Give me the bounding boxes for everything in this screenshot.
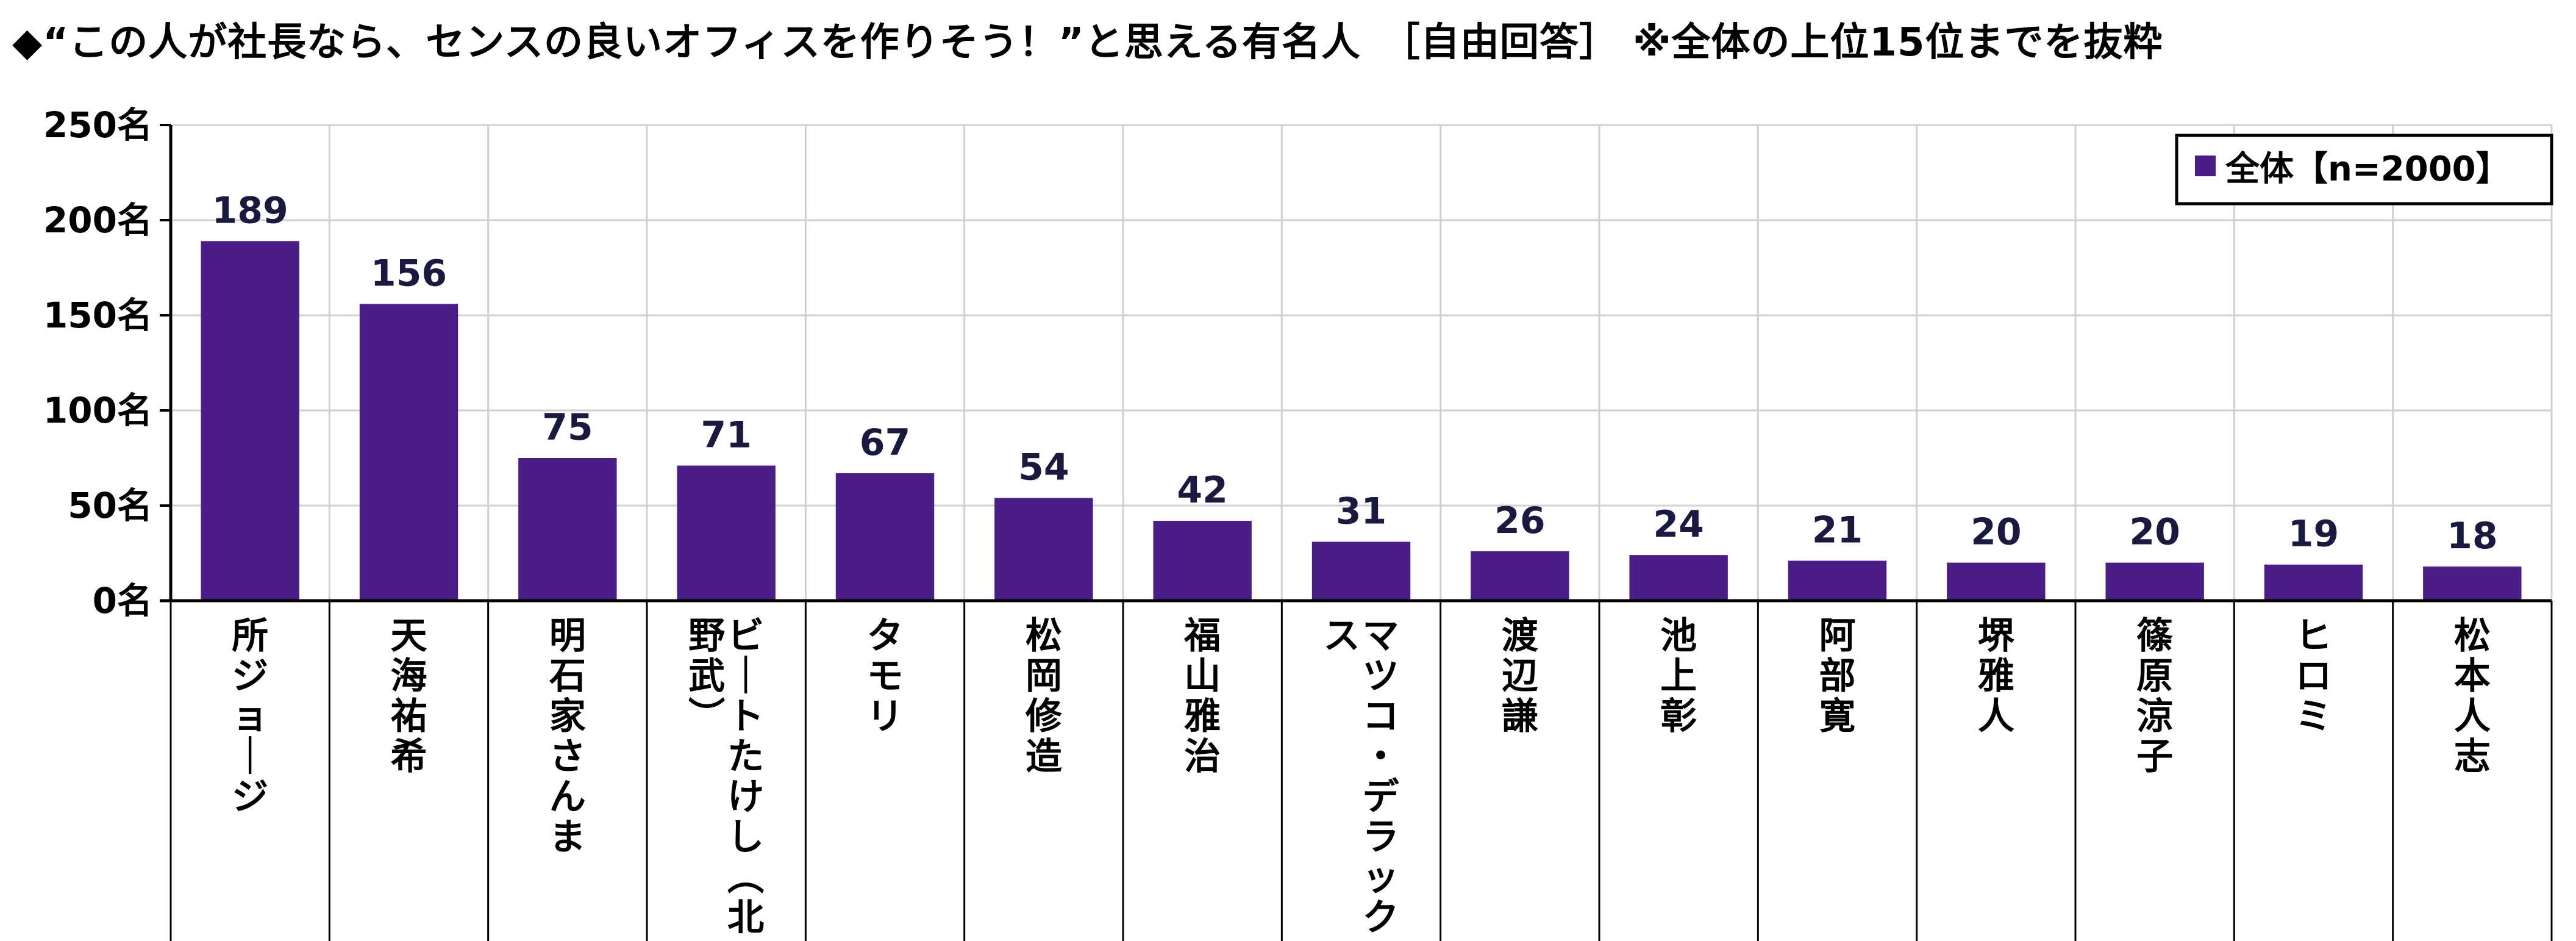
x-category-label: 福山雅治 [1183,615,1221,778]
bar [201,241,299,601]
data-label: 19 [2288,513,2339,556]
data-label: 20 [1971,511,2022,554]
data-label: 75 [542,406,593,449]
x-category-label: 天海祐希 [391,615,427,778]
x-category-label: 堺雅人 [1978,615,2015,738]
x-category-label: 明石家さんま [549,615,586,859]
data-label: 54 [1018,446,1069,489]
bar [518,458,617,601]
data-labels: 189 156 75 71 67 54 42 31 26 24 21 20 20 19 18 [212,189,2498,557]
data-label: 21 [1812,509,1863,551]
bar [2105,562,2204,601]
bar [1153,520,1252,601]
x-axis-categories: 所ジョ｜ジ 天海祐希 明石家さんま ビ｜トたけし︵北野武︶ タモリ 松岡修造 福山雅治 マツコ… [232,615,2491,939]
bar [1471,551,1569,601]
y-tick-label: 250名 [43,104,152,146]
chart-title: ◆“この人が社長なら、センスの良いオフィスを作りそう！”と思える有名人 ［自由回… [12,20,2163,65]
legend-label: 全体【n=2000】 [2225,149,2510,189]
bars [201,241,2522,601]
data-label: 24 [1653,503,1704,546]
x-category-label: 松本人志 [2454,615,2491,778]
bar [994,498,1093,601]
bar [1947,562,2046,601]
legend: 全体【n=2000】 [2175,134,2553,206]
y-tick-label: 50名 [68,485,152,526]
bar [677,465,776,601]
x-category-label: マツコ・デラックス [1324,615,1400,939]
y-tick-label: 200名 [43,199,152,241]
bar [1311,542,1411,601]
legend-swatch [2195,156,2216,176]
data-label: 26 [1494,499,1546,542]
x-category-label: 池上彰 [1660,615,1697,738]
legend-box [2175,134,2553,206]
data-label: 71 [701,413,752,456]
x-category-label: 渡辺謙 [1502,615,1538,738]
x-category-label: 所ジョ｜ジ [232,615,268,818]
bar [1629,555,1728,601]
x-category-label: ヒロミ [2296,615,2332,738]
x-category-label: 松岡修造 [1026,615,1063,778]
data-label: 31 [1336,490,1387,532]
data-label: 156 [371,252,447,295]
x-category-label: ビ｜トたけし︵北野武︶ [688,615,764,939]
bar [359,304,458,601]
y-tick-label: 0名 [93,580,152,621]
bar [835,473,935,601]
data-label: 189 [212,189,288,232]
x-category-label: 阿部寛 [1819,615,1856,738]
gridlines [169,124,2553,601]
y-tick-label: 100名 [43,390,152,431]
data-label: 67 [860,421,911,464]
bar [1788,560,1887,601]
bar [2423,566,2522,601]
data-label: 18 [2447,515,2498,557]
y-axis-ticks: 0名 50名 100名 150名 200名 250名 [43,104,152,621]
y-tick-label: 150名 [43,295,152,336]
x-category-label: 篠原涼子 [2136,615,2173,778]
data-label: 20 [2129,511,2180,554]
axes [160,124,2553,941]
data-label: 42 [1177,469,1228,512]
bar [2264,564,2363,601]
x-category-label: タモリ [867,615,904,738]
